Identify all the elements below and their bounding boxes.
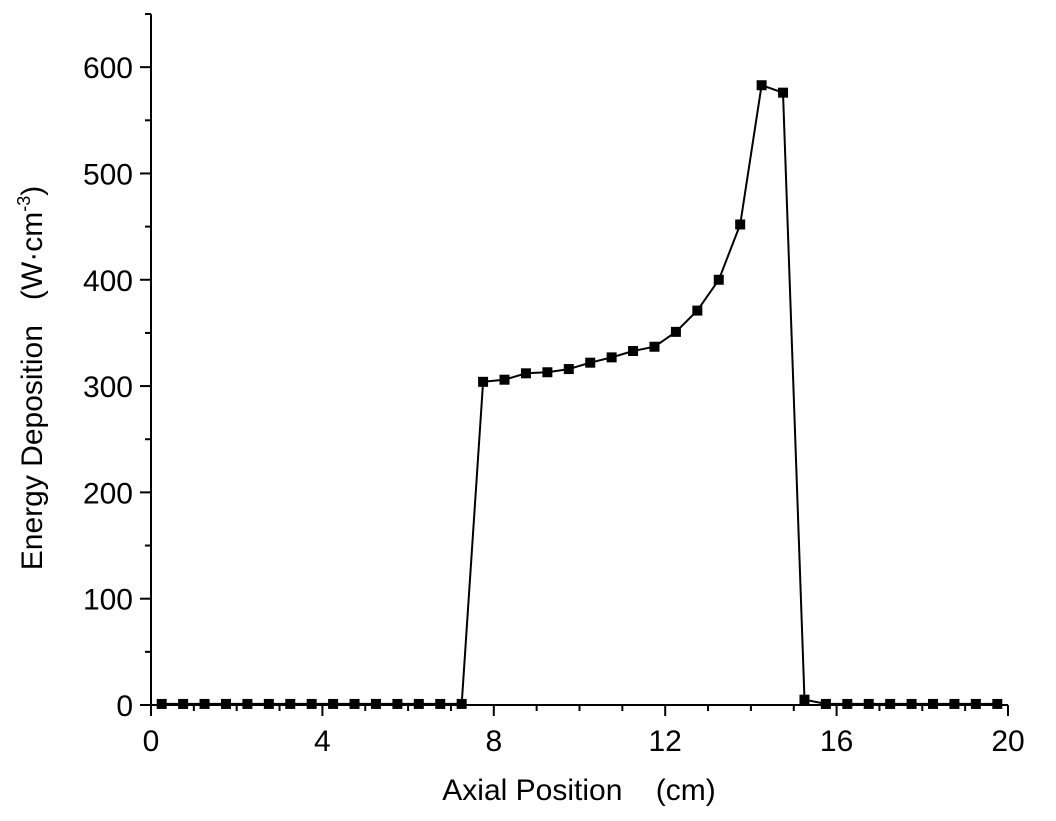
data-point (649, 341, 660, 352)
y-tick-label: 400 (83, 265, 133, 298)
axis-ticks (140, 13, 1009, 716)
data-point (499, 374, 510, 385)
data-point (242, 698, 253, 709)
y-tick-label: 600 (83, 52, 133, 85)
y-axis-title-close: ) (16, 186, 49, 196)
data-point (156, 698, 167, 709)
data-point (885, 698, 896, 709)
y-axis-title-main: Energy Deposition (W·cm (16, 212, 49, 570)
data-point (606, 352, 617, 363)
data-point (713, 274, 724, 285)
data-point (456, 698, 467, 709)
data-point (863, 698, 874, 709)
data-point (585, 357, 596, 368)
data-point (949, 698, 960, 709)
data-point (778, 87, 789, 98)
y-tick-label: 0 (116, 690, 133, 723)
x-tick-label: 20 (991, 725, 1024, 758)
data-point (413, 698, 424, 709)
data-markers (156, 80, 1003, 709)
series-line (161, 84, 998, 705)
data-point (435, 698, 446, 709)
data-point (220, 698, 231, 709)
data-point (735, 219, 746, 230)
axes (150, 14, 1008, 706)
data-point (263, 698, 274, 709)
series-line-group (161, 84, 998, 705)
y-tick-label: 100 (83, 584, 133, 617)
y-tick-label: 500 (83, 158, 133, 191)
x-tick-label: 8 (485, 725, 502, 758)
data-point (842, 698, 853, 709)
data-point (670, 326, 681, 337)
data-point (563, 364, 574, 375)
data-point (199, 698, 210, 709)
data-point (306, 698, 317, 709)
y-tick-label: 200 (83, 477, 133, 510)
y-tick-label: 300 (83, 371, 133, 404)
data-point (178, 698, 189, 709)
x-tick-label: 0 (143, 725, 160, 758)
x-tick-label: 4 (314, 725, 331, 758)
data-point (799, 694, 810, 705)
data-point (520, 368, 531, 379)
data-point (992, 698, 1003, 709)
y-axis-title-superscript: -3 (14, 196, 34, 212)
data-point (328, 698, 339, 709)
data-point (692, 305, 703, 316)
y-axis-title: Energy Deposition (W·cm-3) (14, 186, 49, 570)
data-point (906, 698, 917, 709)
data-point (756, 80, 767, 91)
data-point (970, 698, 981, 709)
data-point (349, 698, 360, 709)
data-point (928, 698, 939, 709)
data-point (478, 376, 489, 387)
data-point (370, 698, 381, 709)
data-point (392, 698, 403, 709)
x-tick-label: 16 (820, 725, 853, 758)
data-point (628, 345, 639, 356)
data-point (542, 367, 553, 378)
x-tick-label: 12 (649, 725, 682, 758)
x-axis-title: Axial Position (cm) (442, 774, 715, 807)
data-point (820, 698, 831, 709)
data-point (285, 698, 296, 709)
